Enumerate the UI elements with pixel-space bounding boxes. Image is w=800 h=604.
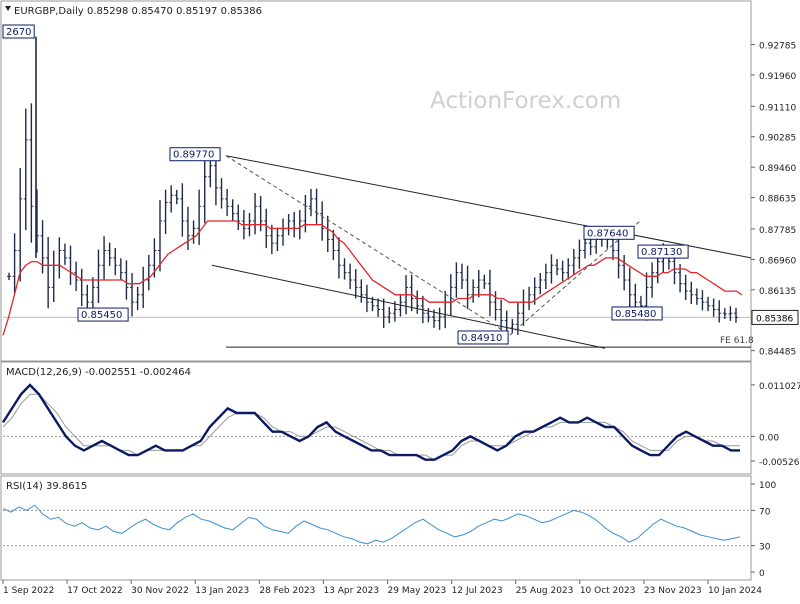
label-high-2-box	[583, 225, 635, 240]
collapse-triangle-icon[interactable]	[5, 6, 11, 11]
price-bars	[7, 36, 738, 338]
macd-panel-frame	[0, 361, 752, 475]
symbol-title: EURGBP,Daily	[14, 6, 84, 17]
x-tick-label: 1 Sep 2022	[3, 586, 54, 596]
x-tick-label: 25 Aug 2023	[516, 586, 574, 596]
label-low-2-box	[457, 330, 509, 345]
macd-y-axis: 0.011027 0.00 -0.005267	[3, 382, 800, 468]
x-tick-label: 10 Jan 2024	[708, 586, 762, 596]
rsi-label: RSI(14) 39.8615	[6, 481, 87, 492]
ohlc-readout: 0.85298 0.85470 0.85197 0.85386	[87, 6, 262, 17]
rsi-line	[2, 504, 741, 545]
x-tick-label: 13 Apr 2023	[323, 586, 379, 596]
macd-line	[1, 383, 740, 461]
dashed-up-line	[509, 220, 641, 336]
fe-label: FE 61.8	[720, 336, 754, 346]
label-high-2: 0.87640	[587, 228, 628, 239]
price-tick-label: 0.90285	[759, 134, 796, 144]
rsi-y-axis: 100 70 30 0	[3, 481, 776, 579]
x-tick-label: 30 Nov 2022	[131, 586, 189, 596]
label-high-3-box	[637, 244, 689, 259]
trend-lines	[211, 155, 752, 349]
x-tick-label: 13 Jan 2023	[195, 586, 249, 596]
x-tick-label: 29 May 2023	[388, 586, 447, 596]
price-tick-label: 0.92785	[759, 42, 796, 52]
macd-tick-label: 0.011027	[759, 382, 800, 392]
price-tick-label: 0.91110	[759, 103, 796, 113]
price-labels: 2670 0.89770 0.85450 0.84910 0.87640 0.87130 0…	[2, 24, 754, 346]
rsi-tick-label: 0	[759, 569, 765, 579]
rsi-tick-label: 70	[759, 507, 771, 517]
macd-tick-label: -0.005267	[759, 458, 800, 468]
rsi-tick-label: 100	[759, 481, 776, 491]
label-2670: 2670	[6, 27, 31, 38]
price-panel-frame	[0, 0, 752, 362]
x-tick-label: 28 Feb 2023	[259, 586, 315, 596]
rsi-panel-frame	[0, 475, 752, 581]
price-y-axis: 0.92785 0.91960 0.91110 0.90285 0.89460 0.886…	[751, 42, 799, 358]
channel-lower-line	[211, 264, 606, 349]
price-tick-label: 0.87785	[759, 226, 796, 236]
label-high-3: 0.87130	[641, 247, 682, 258]
x-tick-label: 12 Jul 2023	[452, 586, 503, 596]
price-tick-label: 0.84485	[759, 348, 796, 358]
label-low-2: 0.84910	[461, 333, 502, 344]
label-low-3: 0.85480	[615, 309, 656, 320]
last-price-label: 0.85386	[756, 314, 793, 324]
x-tick-label: 17 Oct 2022	[67, 586, 123, 596]
label-high-1: 0.89770	[173, 150, 214, 161]
x-tick-label: 23 Nov 2023	[644, 586, 702, 596]
x-tick-label: 10 Oct 2023	[580, 586, 636, 596]
channel-upper-line	[225, 155, 752, 259]
price-tick-label: 0.86135	[759, 287, 796, 297]
price-tick-label: 0.88635	[759, 195, 796, 205]
label-low-1-box	[77, 307, 129, 322]
price-tick-label: 0.91960	[759, 72, 796, 82]
watermark: ActionForex.com	[430, 88, 621, 114]
label-low-3-box	[611, 306, 663, 321]
macd-label: MACD(12,26,9) -0.002551 -0.002464	[6, 367, 191, 378]
label-high-1-box	[169, 147, 221, 162]
label-2670-box	[2, 24, 35, 39]
price-tick-label: 0.86960	[759, 256, 796, 266]
rsi-tick-label: 30	[759, 543, 771, 553]
last-price-box	[751, 309, 799, 325]
moving-average-line	[2, 220, 743, 336]
x-axis: 1 Sep 2022 17 Oct 2022 30 Nov 2022 13 Jan 2…	[2, 580, 762, 596]
macd-tick-label: 0.00	[759, 433, 779, 443]
price-tick-label: 0.89460	[759, 164, 796, 174]
label-low-1: 0.85450	[81, 310, 122, 321]
